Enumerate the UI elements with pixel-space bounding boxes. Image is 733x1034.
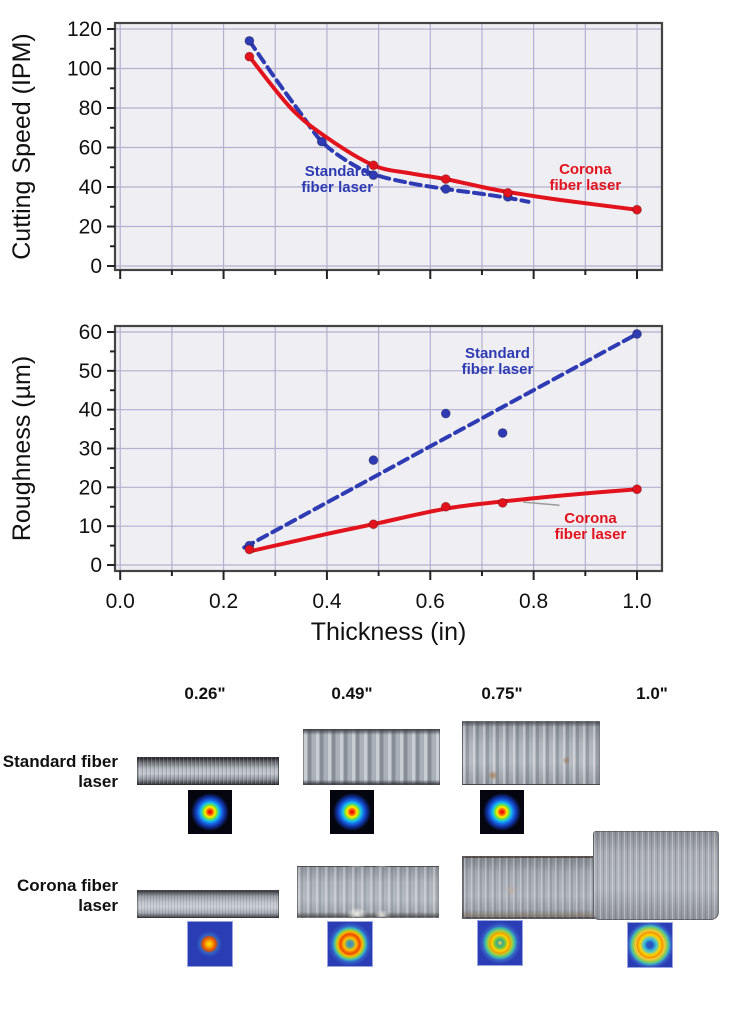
cut-edge-photo-standard-0-26 [137,757,279,785]
svg-text:1.0: 1.0 [622,590,651,613]
thickness-header-1-0: 1.0" [636,684,668,703]
cut-edge-photo-standard-0-49 [303,729,440,785]
svg-text:60: 60 [79,137,102,160]
thickness-header-0-75: 0.75" [481,684,523,703]
svg-text:Roughness (µm): Roughness (µm) [8,356,36,541]
beam-profile-corona-1-0-image [627,922,673,968]
svg-text:0: 0 [90,554,102,577]
svg-text:50: 50 [79,360,102,383]
cut-edge-photo-corona-0-75 [462,856,600,919]
svg-text:40: 40 [79,399,102,422]
cut-edge-photo-standard-0-75 [462,721,600,785]
beam-profile-corona-0-49-image [327,921,373,967]
beam-profile-standard-0-75-image [480,790,524,834]
row-label-corona-fiber-laser: Corona fiber laser [16,876,118,915]
cut-edge-photo-corona-1-0 [593,831,719,920]
svg-text:10: 10 [79,515,102,538]
svg-text:20: 20 [79,476,102,499]
svg-text:0.2: 0.2 [209,590,238,613]
svg-text:60: 60 [79,321,102,344]
svg-text:0.8: 0.8 [519,590,548,613]
beam-profile-corona-0-75-image [477,920,523,966]
svg-text:Cutting Speed (IPM): Cutting Speed (IPM) [8,33,36,260]
svg-text:80: 80 [79,97,102,120]
svg-text:0: 0 [90,255,102,278]
svg-text:120: 120 [67,18,102,41]
svg-text:0.6: 0.6 [416,590,445,613]
cutting-speed-chart: Standard fiber laser Corona fiber laser 0 20 4… [8,18,664,279]
thickness-header-0-49: 0.49" [331,684,373,703]
row-label-standard-fiber-laser: Standard fiber laser [2,752,118,791]
beam-profile-corona-0-26-image [187,921,233,967]
roughness-chart: Standard fiber laser Corona fiber laser 0 10 2… [8,321,664,646]
svg-text:0.0: 0.0 [106,590,135,613]
svg-text:40: 40 [79,176,102,199]
svg-text:30: 30 [79,438,102,461]
svg-text:20: 20 [79,216,102,239]
beam-profile-standard-0-26-image [188,790,232,834]
beam-profile-standard-0-49-image [330,790,374,834]
thickness-header-0-26: 0.26" [184,684,226,703]
cut-edge-photo-corona-0-26 [137,890,279,918]
svg-text:0.4: 0.4 [312,590,342,613]
cut-edge-photo-corona-0-49 [297,866,439,918]
svg-text:Thickness (in): Thickness (in) [311,618,467,646]
svg-text:100: 100 [67,58,102,81]
